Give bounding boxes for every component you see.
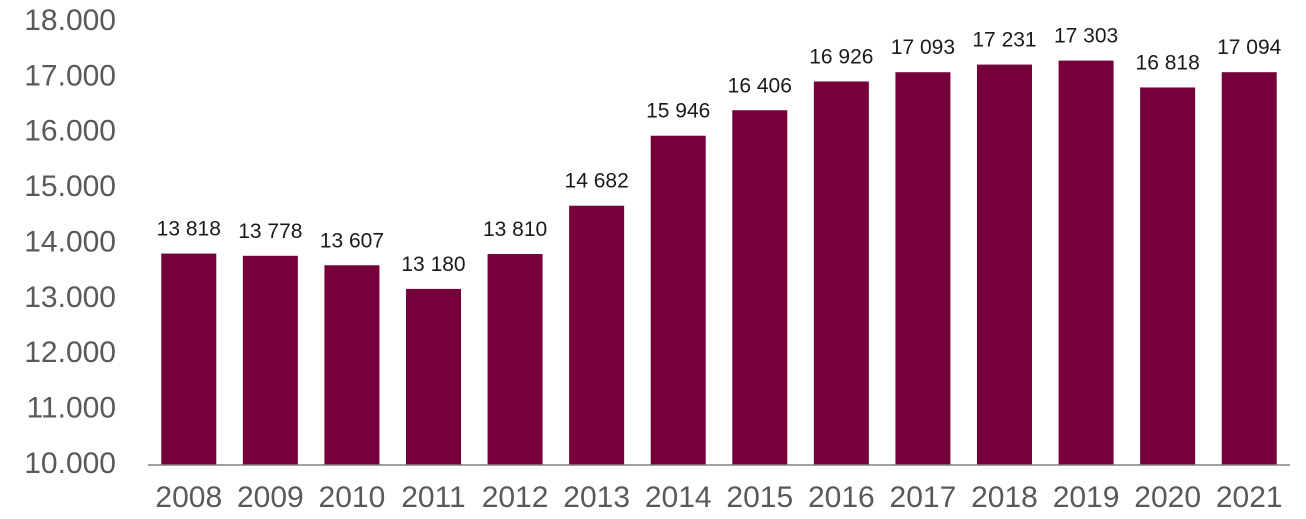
y-tick-label: 14.000 [24, 225, 116, 258]
bar-2008 [161, 253, 217, 465]
x-tick-label: 2014 [645, 481, 712, 514]
data-label: 17 303 [1054, 25, 1118, 48]
y-tick-label: 18.000 [24, 4, 116, 37]
y-tick-label: 11.000 [26, 392, 116, 425]
bar-2012 [487, 254, 543, 465]
y-tick-label: 10.000 [24, 447, 116, 480]
x-axis-ticks: 2008 2009 2010 2011 2012 2013 2014 2015 2016 2017… [155, 481, 1282, 514]
data-label: 13 607 [320, 229, 384, 252]
bar-2010 [324, 265, 380, 465]
bar-2016 [813, 81, 869, 465]
bar-2015 [732, 110, 788, 465]
x-tick-label: 2015 [726, 481, 793, 514]
y-tick-label: 17.000 [24, 59, 116, 92]
data-labels: 13 818 13 778 13 607 13 180 13 810 14 682 15 9… [157, 25, 1282, 276]
y-tick-label: 16.000 [24, 115, 116, 148]
data-label: 13 810 [483, 218, 547, 241]
x-tick-label: 2013 [563, 481, 630, 514]
data-label: 14 682 [565, 170, 629, 193]
data-label: 17 094 [1217, 36, 1282, 59]
x-tick-label: 2011 [401, 481, 466, 514]
x-tick-label: 2010 [319, 481, 386, 514]
x-tick-label: 2021 [1216, 481, 1283, 514]
bars [161, 60, 1277, 466]
bar-2019 [1058, 60, 1114, 465]
bar-2014 [650, 135, 706, 466]
y-tick-label: 15.000 [24, 170, 116, 203]
y-tick-label: 12.000 [24, 336, 116, 369]
bar-2017 [895, 72, 951, 465]
data-label: 13 778 [238, 220, 302, 243]
x-tick-label: 2020 [1134, 481, 1201, 514]
x-tick-label: 2016 [808, 481, 875, 514]
bar-2021 [1221, 72, 1277, 466]
bar-2020 [1140, 87, 1196, 465]
bar-2018 [977, 64, 1032, 465]
data-label: 13 180 [401, 253, 465, 276]
data-label: 17 093 [891, 36, 955, 59]
y-tick-label: 13.000 [24, 281, 116, 314]
data-label: 15 946 [646, 100, 710, 123]
bar-2011 [406, 288, 461, 465]
x-tick-label: 2019 [1053, 481, 1120, 514]
bar-2013 [569, 205, 625, 465]
x-tick-label: 2008 [155, 481, 222, 514]
data-label: 16 818 [1136, 51, 1200, 74]
data-label: 13 818 [157, 218, 221, 241]
x-tick-label: 2018 [971, 481, 1038, 514]
x-tick-label: 2017 [890, 481, 957, 514]
x-tick-label: 2009 [237, 481, 304, 514]
data-label: 17 231 [972, 29, 1036, 52]
bar-2009 [242, 255, 298, 465]
data-label: 16 926 [809, 45, 873, 68]
x-tick-label: 2012 [482, 481, 549, 514]
y-axis-ticks: 10.000 11.000 12.000 13.000 14.000 15.000 16.0… [24, 4, 116, 480]
data-label: 16 406 [728, 74, 792, 97]
